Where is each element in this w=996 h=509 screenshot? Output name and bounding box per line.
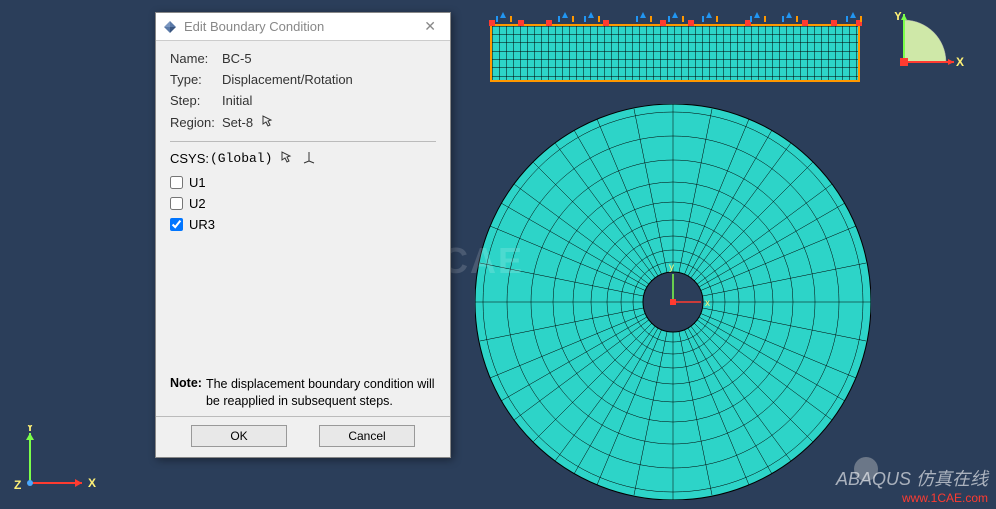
type-value: Displacement/Rotation: [222, 72, 353, 87]
edit-bc-dialog: Edit Boundary Condition ✕ Name: BC-5 Typ…: [155, 12, 451, 458]
name-value: BC-5: [222, 51, 252, 66]
circular-mesh: x y: [475, 104, 871, 500]
constraint-icon: [496, 14, 510, 22]
create-csys-icon[interactable]: [302, 150, 316, 167]
field-step: Step: Initial: [170, 93, 436, 108]
u1-label: U1: [189, 175, 206, 190]
field-csys: CSYS: (Global): [170, 150, 436, 167]
note-text: The displacement boundary condition will…: [206, 376, 436, 410]
constraint-icon: [782, 14, 796, 22]
axis-z-label: Z: [14, 478, 21, 492]
note-label: Note:: [170, 376, 202, 410]
csys-value: (Global): [210, 151, 272, 166]
type-label: Type:: [170, 72, 222, 87]
csys-label: CSYS:: [170, 151, 210, 166]
check-ur3[interactable]: UR3: [170, 217, 436, 232]
field-region: Region: Set-8: [170, 114, 436, 131]
svg-text:y: y: [669, 262, 674, 273]
field-type: Type: Displacement/Rotation: [170, 72, 436, 87]
axis-y-label: Y: [26, 425, 34, 434]
dialog-buttons: OK Cancel: [156, 416, 450, 457]
constraint-icon: [668, 14, 682, 22]
viewport: x y X Y X Y Z 1CAE: [0, 0, 996, 509]
view-triad-top-right: X Y: [894, 12, 964, 82]
view-triad-bottom-left: X Y Z: [12, 425, 102, 497]
pick-csys-icon[interactable]: [280, 150, 294, 167]
divider: [170, 141, 436, 142]
checkbox-ur3[interactable]: [170, 218, 183, 231]
region-value: Set-8: [222, 115, 253, 130]
rect-mesh: [490, 24, 860, 82]
check-u1[interactable]: U1: [170, 175, 436, 190]
constraint-icon: [558, 14, 572, 22]
checkbox-u2[interactable]: [170, 197, 183, 210]
pick-region-icon[interactable]: [261, 114, 275, 131]
svg-text:X: X: [956, 55, 964, 69]
check-u2[interactable]: U2: [170, 196, 436, 211]
ur3-label: UR3: [189, 217, 215, 232]
ok-button[interactable]: OK: [191, 425, 287, 447]
cancel-button[interactable]: Cancel: [319, 425, 415, 447]
axis-x-label: X: [88, 476, 96, 490]
note-row: Note: The displacement boundary conditio…: [170, 368, 436, 410]
u2-label: U2: [189, 196, 206, 211]
constraint-icon: [750, 14, 764, 22]
svg-text:Y: Y: [894, 12, 902, 23]
constraint-icon: [636, 14, 650, 22]
wechat-icon: [854, 457, 878, 481]
dialog-body: Name: BC-5 Type: Displacement/Rotation S…: [156, 41, 450, 416]
svg-text:x: x: [705, 298, 710, 309]
close-icon[interactable]: ✕: [416, 16, 444, 37]
abaqus-icon: [162, 19, 178, 35]
constraint-icon: [702, 14, 716, 22]
name-label: Name:: [170, 51, 222, 66]
dialog-titlebar[interactable]: Edit Boundary Condition ✕: [156, 13, 450, 41]
constraint-icon: [584, 14, 598, 22]
region-label: Region:: [170, 115, 222, 130]
step-value: Initial: [222, 93, 252, 108]
dialog-title: Edit Boundary Condition: [184, 19, 410, 34]
field-name: Name: BC-5: [170, 51, 436, 66]
constraint-icon: [846, 14, 860, 22]
rect-mesh-grid: [492, 26, 858, 80]
step-label: Step:: [170, 93, 222, 108]
checkbox-u1[interactable]: [170, 176, 183, 189]
